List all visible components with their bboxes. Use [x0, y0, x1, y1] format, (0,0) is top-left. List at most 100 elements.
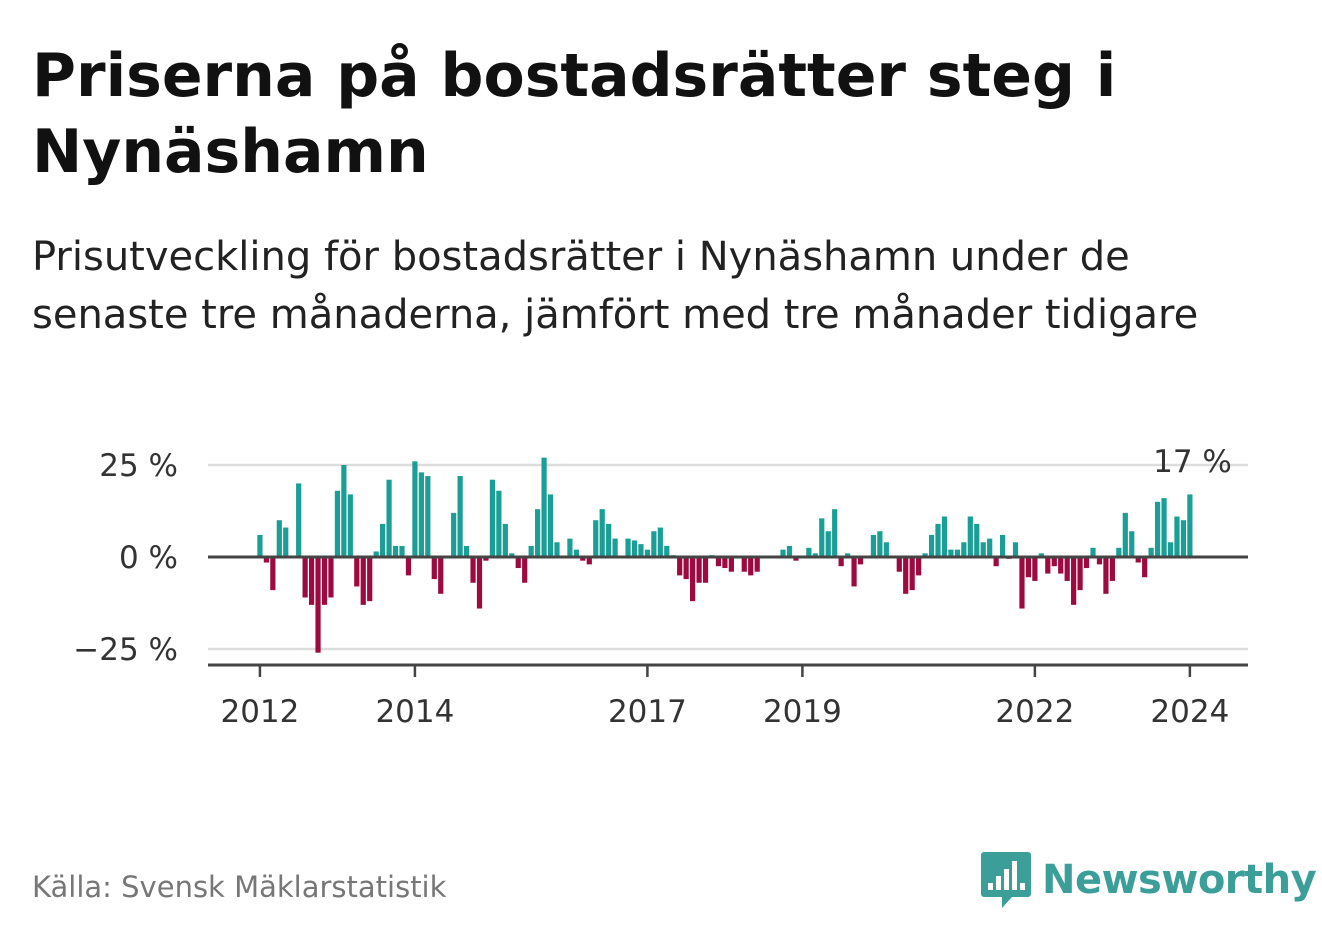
bar — [425, 476, 431, 557]
bar — [638, 544, 644, 557]
bar-chart: 25 % 0 % −25 % 2012 2014 2017 2019 2022 2024 17 % — [73, 444, 1248, 730]
bar — [1109, 557, 1115, 581]
bar — [748, 557, 754, 576]
bar — [754, 557, 760, 572]
bar — [935, 523, 941, 557]
bar — [974, 523, 980, 557]
bar — [1129, 531, 1135, 557]
bar — [606, 523, 612, 557]
bar — [302, 557, 308, 598]
bar — [980, 542, 986, 557]
bar — [1154, 501, 1161, 557]
bar — [431, 557, 437, 580]
bar — [257, 534, 263, 557]
bar — [870, 534, 877, 557]
bar — [528, 545, 534, 557]
bar — [786, 545, 793, 557]
bar — [270, 557, 276, 591]
bar — [347, 494, 353, 557]
bar — [987, 538, 993, 557]
bar — [483, 557, 489, 561]
bar — [1019, 557, 1025, 609]
bar — [515, 557, 521, 569]
newsworthy-logo-icon — [981, 852, 1031, 908]
bar — [683, 557, 689, 580]
bars — [257, 457, 1193, 653]
bar — [715, 557, 722, 567]
bar — [334, 490, 341, 557]
bar — [412, 461, 418, 557]
bar — [438, 557, 444, 594]
bar — [522, 557, 528, 583]
bar — [386, 479, 392, 557]
bar — [651, 531, 657, 557]
bar — [567, 538, 573, 557]
bar — [586, 557, 592, 565]
bar — [702, 557, 709, 583]
bar — [883, 542, 889, 557]
bar — [1000, 534, 1006, 557]
bar — [1071, 557, 1077, 605]
bar — [909, 557, 915, 591]
bar — [967, 516, 973, 557]
bar — [851, 557, 857, 587]
bar — [457, 476, 463, 557]
bar — [1038, 553, 1044, 557]
bar — [308, 557, 315, 605]
bar — [496, 490, 502, 557]
bar — [1122, 512, 1128, 557]
bar — [360, 557, 366, 605]
bar — [1051, 557, 1057, 567]
bar — [1064, 557, 1070, 581]
bar — [354, 557, 360, 587]
bar — [296, 483, 302, 557]
bar — [903, 557, 909, 594]
bar — [677, 557, 683, 576]
bar — [463, 545, 470, 557]
bar — [825, 531, 831, 557]
bar — [328, 557, 334, 598]
bar — [877, 531, 883, 557]
bar — [321, 557, 328, 605]
bar — [941, 516, 948, 557]
bar — [1083, 557, 1090, 569]
brand[interactable]: Newsworthy — [980, 850, 1317, 910]
bar — [812, 553, 818, 557]
bar — [405, 557, 412, 576]
bar — [367, 557, 373, 602]
x-tick-label: 2017 — [608, 694, 687, 730]
bar — [922, 553, 928, 557]
bar — [502, 523, 508, 557]
bar — [470, 557, 476, 583]
bar — [690, 557, 696, 602]
bar — [1090, 547, 1096, 557]
bar — [954, 549, 960, 557]
bar — [554, 542, 560, 557]
bar — [819, 518, 825, 557]
x-tick-label: 2012 — [220, 694, 299, 730]
bar — [476, 557, 483, 609]
bar — [838, 557, 844, 567]
bar — [509, 553, 515, 557]
bar — [1142, 557, 1148, 578]
bar — [857, 557, 864, 565]
bar — [341, 465, 347, 557]
bar — [399, 545, 405, 557]
bar — [644, 549, 650, 557]
bar — [631, 540, 638, 557]
bar — [573, 549, 579, 557]
bar — [1174, 516, 1180, 557]
chart-title: Priserna på bostadsrätter steg i Nynäsha… — [32, 41, 1117, 187]
bar — [1103, 557, 1109, 594]
bar — [1187, 494, 1193, 557]
bar — [1058, 557, 1064, 574]
bar — [1045, 557, 1051, 574]
bar — [593, 520, 599, 557]
x-tick-label: 2019 — [763, 694, 842, 730]
bar — [832, 509, 838, 557]
bar — [806, 547, 812, 557]
y-tick-label: 0 % — [119, 540, 178, 576]
bar — [489, 479, 496, 557]
bar — [599, 509, 605, 557]
bar — [696, 557, 702, 583]
